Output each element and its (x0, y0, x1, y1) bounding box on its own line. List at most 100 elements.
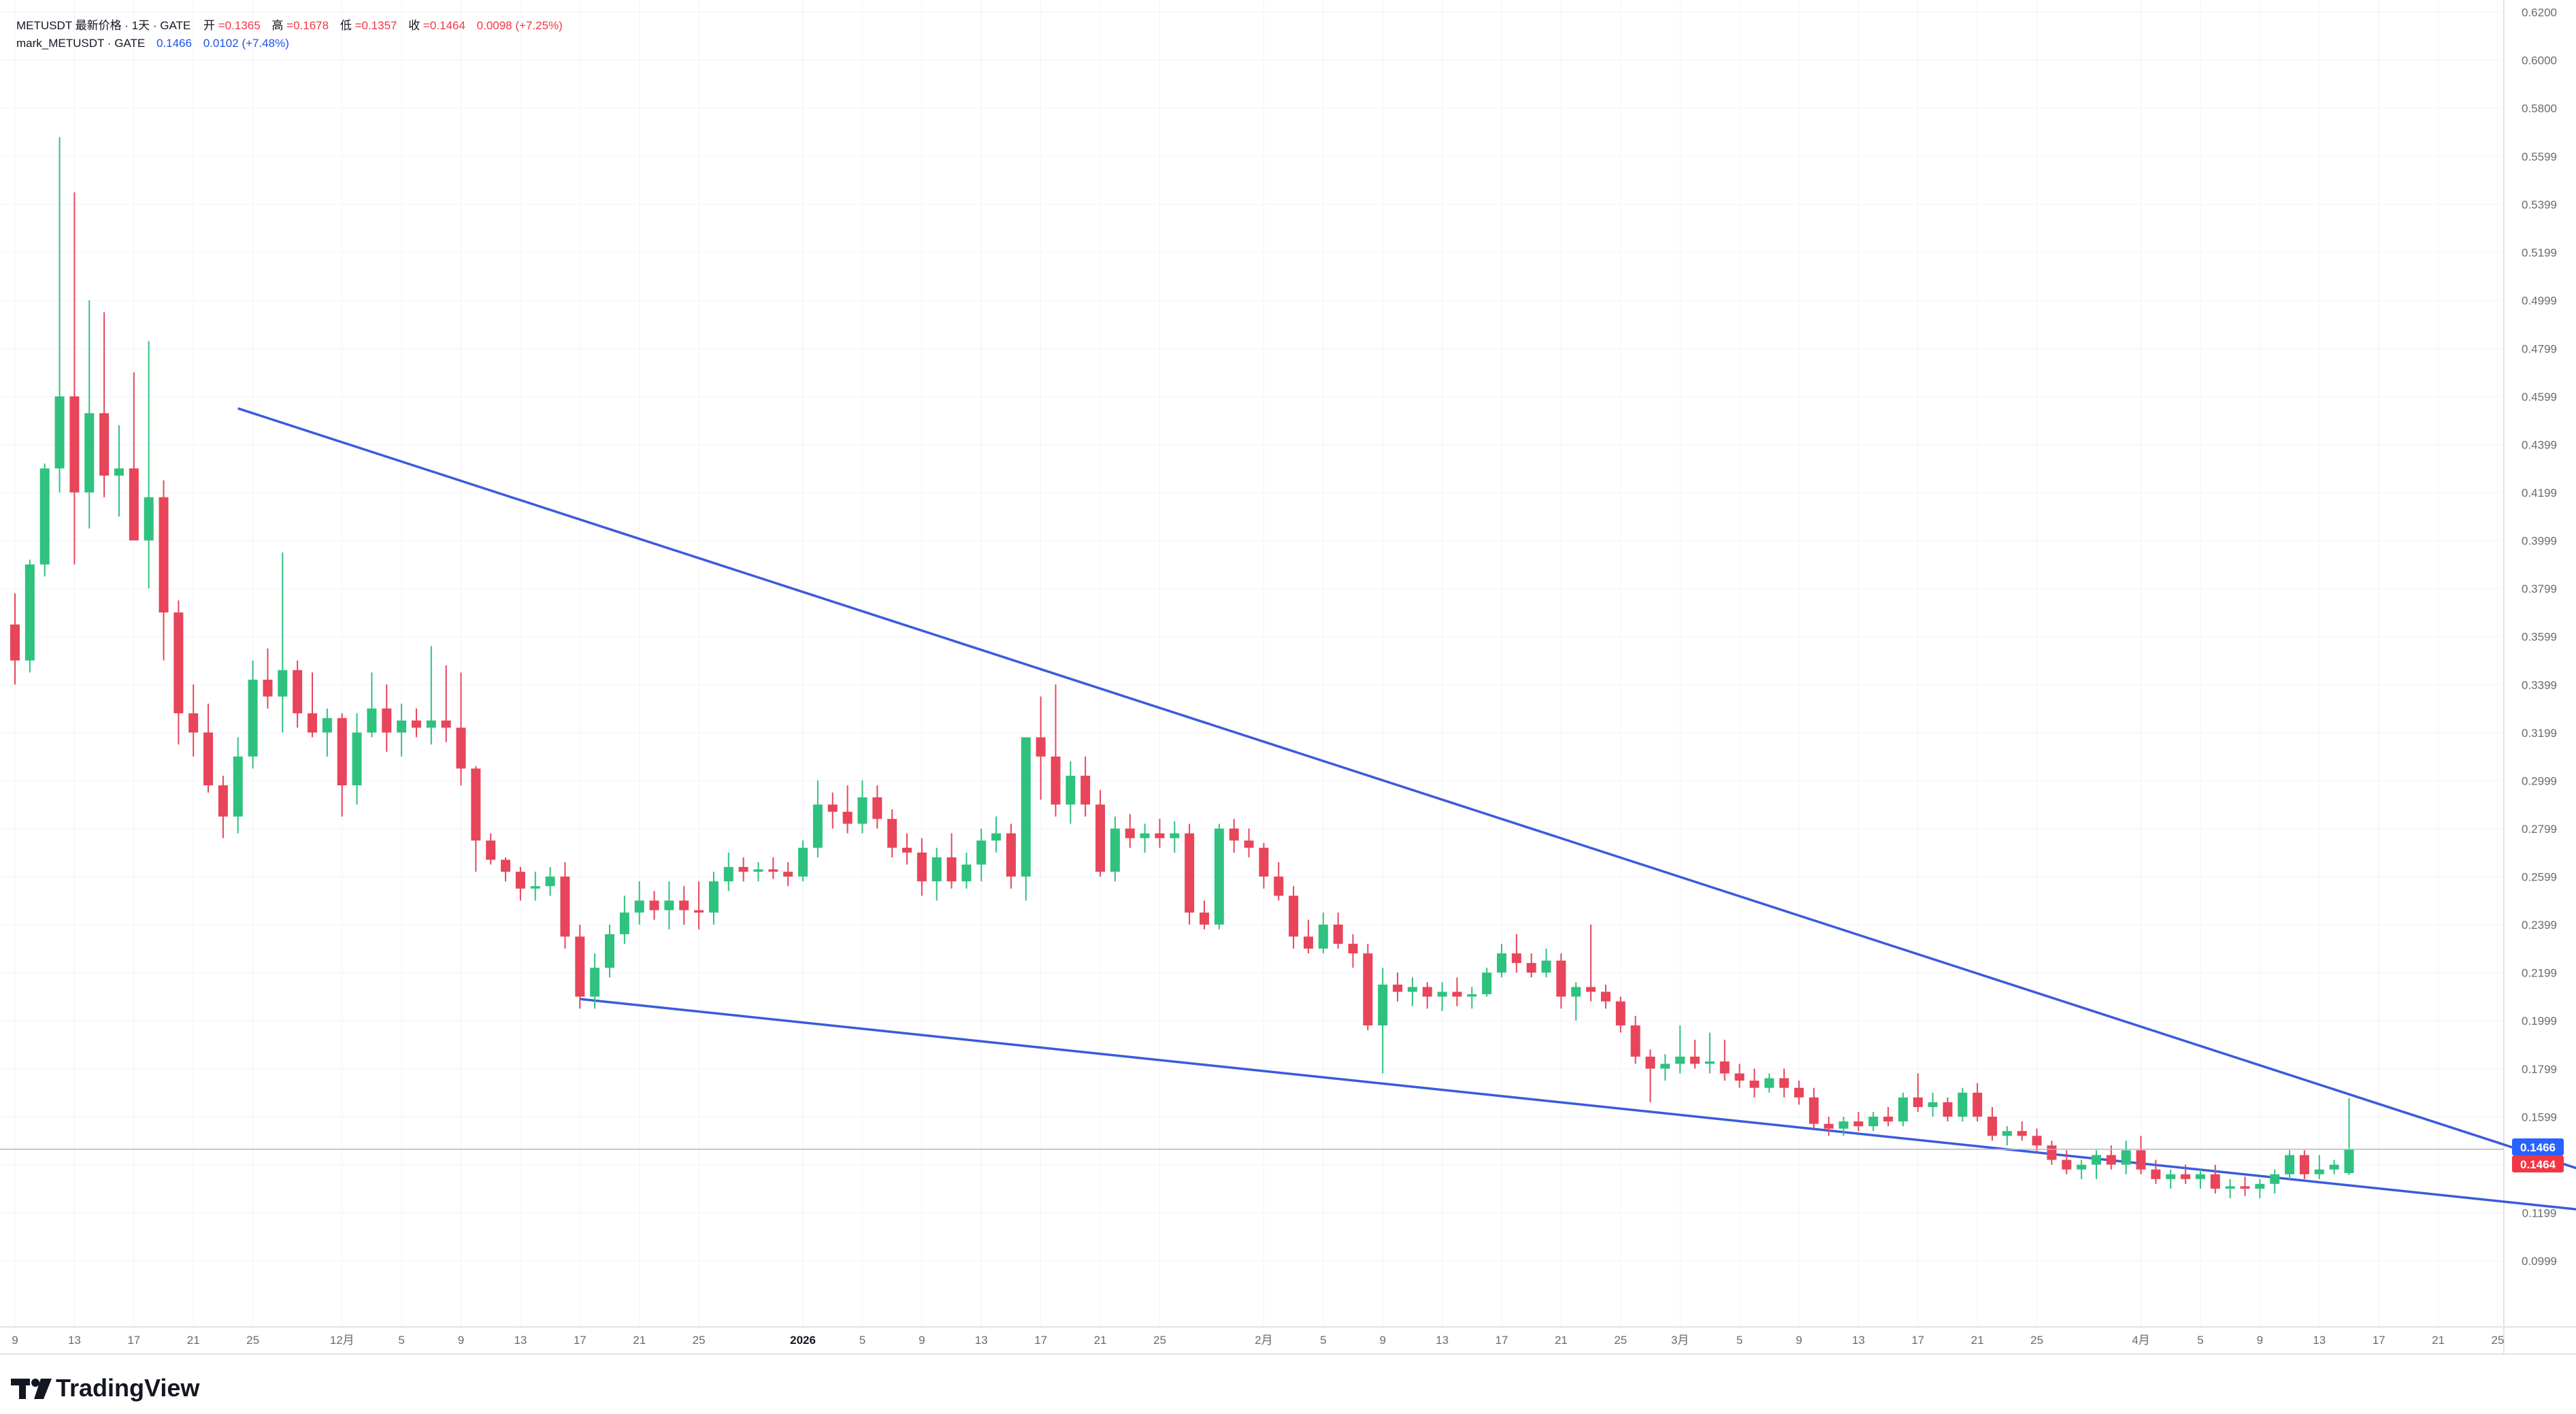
candle (114, 425, 124, 516)
candle (708, 872, 719, 925)
candle-body (515, 872, 525, 889)
candle (2181, 1164, 2191, 1184)
candle-body (99, 413, 110, 476)
candle-body (605, 934, 614, 968)
candle-body (2062, 1160, 2072, 1170)
candle-body (931, 857, 942, 882)
price-tick-label: 0.4399 (2522, 438, 2557, 451)
candle (2344, 1098, 2354, 1175)
time-tick-label: 25 (2491, 1334, 2504, 1347)
candle (1630, 1015, 1640, 1064)
candle-body (679, 900, 689, 910)
price-axis[interactable]: 0.09990.11990.13990.15990.17990.19990.21… (2522, 6, 2557, 1268)
candle (456, 672, 466, 786)
legend-mark-value: 0.1466 (156, 37, 192, 50)
candle (2032, 1128, 2042, 1153)
candle-body (1333, 924, 1343, 944)
candle-body (2210, 1174, 2220, 1189)
candle-body (619, 912, 629, 934)
candle (2047, 1140, 2057, 1165)
candle-body (694, 910, 704, 913)
candle-body (1140, 833, 1150, 838)
candle (1467, 987, 1477, 1009)
candle (1437, 982, 1447, 1011)
trendline-upper[interactable] (237, 407, 2576, 1225)
time-axis[interactable]: 9 13 17 21 25 12月 5 9 13 17 21 25 2026 5 9 13 17 21 25 2月 5 9… (12, 1334, 2504, 1347)
time-tick-label: 5 (2197, 1334, 2203, 1347)
candle-body (1645, 1056, 1655, 1069)
candle-body (188, 713, 199, 733)
time-tick-label: 3月 (1671, 1334, 1689, 1347)
time-tick-label: 13 (2313, 1334, 2326, 1347)
time-tick-label: 9 (2257, 1334, 2263, 1347)
price-tick-label: 0.0999 (2522, 1255, 2557, 1268)
candle-body (159, 497, 169, 613)
candle (24, 559, 35, 673)
candle (798, 840, 808, 882)
candle (2329, 1160, 2339, 1174)
candle (248, 660, 258, 769)
candle-body (575, 936, 585, 997)
candle (2225, 1179, 2235, 1198)
price-tick-label: 0.5800 (2522, 102, 2557, 115)
candle (2314, 1155, 2324, 1179)
price-tick-label: 0.1799 (2522, 1063, 2557, 1076)
candle-body (634, 900, 644, 913)
legend-mark-symbol: mark_METUSDT · GATE (16, 37, 145, 50)
candle (857, 780, 868, 834)
candle (1571, 982, 1581, 1021)
candle-body (456, 727, 466, 769)
candle-body (1838, 1121, 1849, 1129)
candle (174, 600, 184, 745)
candle-body (1125, 828, 1135, 838)
candle (1690, 1040, 1700, 1069)
candle-body (263, 679, 273, 697)
candle-body (2195, 1174, 2205, 1179)
candle (1586, 924, 1596, 1002)
candle-body (1749, 1081, 1760, 1088)
candle-body (2002, 1131, 2012, 1136)
time-tick-label: 9 (12, 1334, 18, 1347)
candle (1928, 1092, 1938, 1117)
legend-mark-change: 0.0102 (+7.48%) (203, 37, 289, 50)
candle (1036, 696, 1046, 800)
candle (2299, 1150, 2309, 1179)
candle-body (1229, 828, 1239, 841)
candle (1615, 996, 1625, 1033)
candle (1348, 934, 1358, 968)
candle (188, 684, 199, 757)
candle-body (1110, 828, 1120, 872)
candle-body (1943, 1102, 1953, 1117)
candle (39, 463, 50, 577)
candle-body (1868, 1117, 1879, 1127)
candle (2285, 1150, 2295, 1179)
mark-price-label: 0.1466 (2520, 1141, 2556, 1154)
candle (1318, 912, 1328, 954)
candle-body (664, 900, 674, 910)
candle-body (1972, 1092, 1983, 1117)
candle (441, 665, 451, 742)
candle-body (2285, 1155, 2295, 1174)
candle (1051, 684, 1061, 817)
candle (2077, 1160, 2087, 1179)
time-tick-label: 17 (127, 1334, 140, 1347)
candle (2166, 1169, 2176, 1189)
candle-body (1200, 912, 1209, 925)
time-tick-label: 13 (514, 1334, 527, 1347)
candle (2270, 1169, 2280, 1194)
grid (0, 0, 2576, 1355)
candle-body (1437, 991, 1447, 997)
candle (575, 924, 585, 1009)
candle-body (1526, 963, 1536, 973)
candle (605, 924, 614, 978)
candle-body (991, 833, 1002, 841)
tradingview-logo[interactable]: TradingView (11, 1374, 200, 1402)
candle (1289, 886, 1299, 949)
candle-body (1719, 1061, 1730, 1074)
price-tick-label: 0.3999 (2522, 535, 2557, 548)
candle-body (1704, 1061, 1715, 1064)
candle-body (39, 468, 50, 565)
candle (1140, 823, 1150, 853)
